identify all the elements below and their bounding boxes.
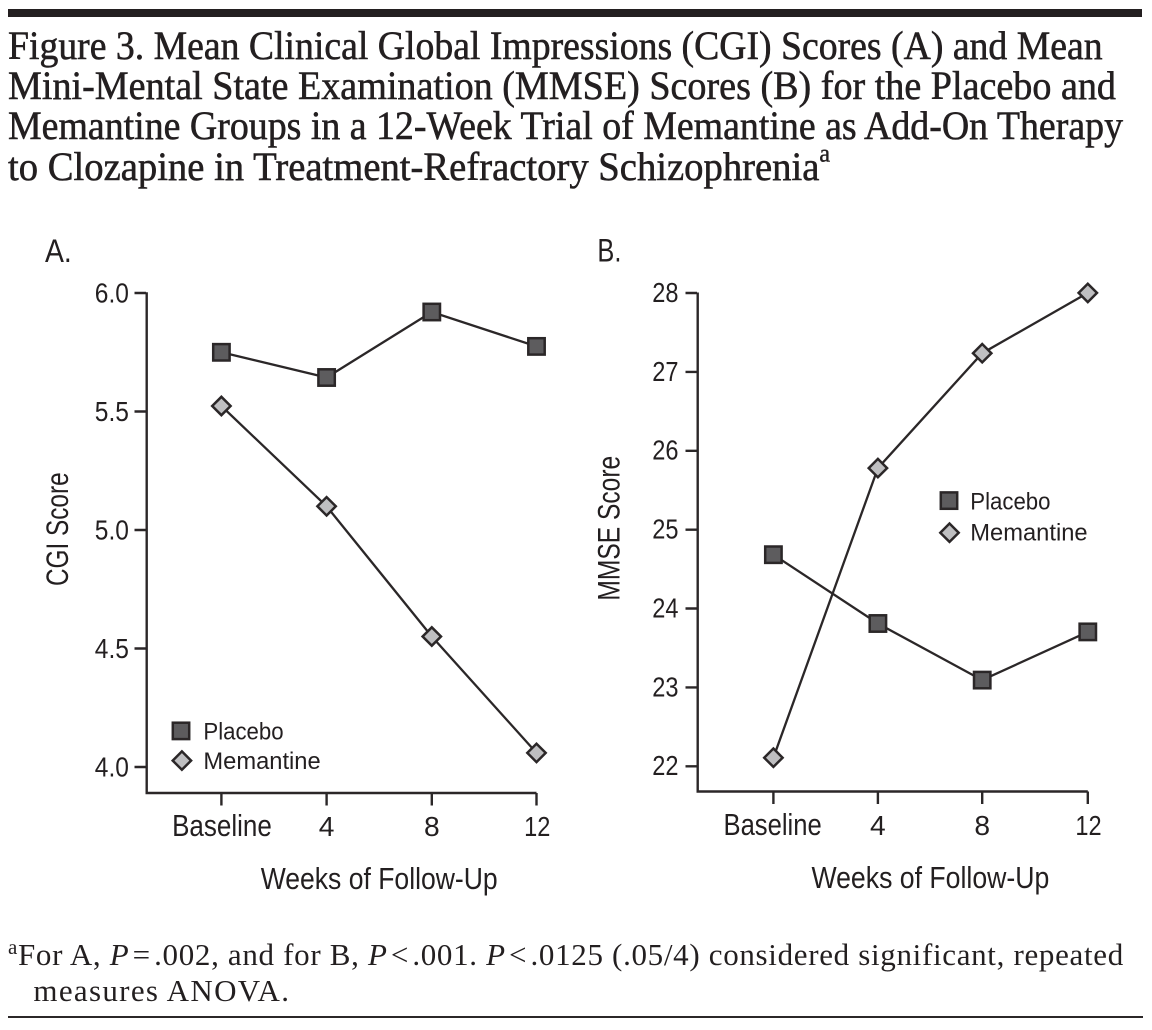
- svg-text:A.: A.: [45, 232, 72, 269]
- svg-text:Baseline: Baseline: [724, 809, 822, 842]
- svg-text:6.0: 6.0: [95, 276, 129, 308]
- svg-text:8: 8: [974, 809, 990, 841]
- svg-text:CGI Score: CGI Score: [39, 472, 75, 586]
- svg-text:4.0: 4.0: [95, 750, 129, 782]
- svg-text:12: 12: [1075, 809, 1101, 841]
- svg-text:Baseline: Baseline: [172, 810, 272, 843]
- svg-text:4.5: 4.5: [95, 632, 129, 664]
- svg-text:Weeks of Follow-Up: Weeks of Follow-Up: [811, 860, 1049, 895]
- svg-text:Weeks of Follow-Up: Weeks of Follow-Up: [261, 861, 498, 896]
- svg-text:Memantine: Memantine: [970, 521, 1087, 547]
- svg-text:24: 24: [652, 591, 678, 623]
- svg-text:4: 4: [319, 810, 335, 842]
- svg-text:26: 26: [652, 434, 678, 466]
- svg-text:Placebo: Placebo: [970, 489, 1050, 515]
- svg-text:4: 4: [870, 809, 886, 841]
- svg-text:5.5: 5.5: [95, 395, 129, 427]
- svg-text:12: 12: [524, 810, 550, 842]
- svg-text:5.0: 5.0: [95, 513, 129, 545]
- svg-text:23: 23: [652, 670, 678, 702]
- svg-text:Placebo: Placebo: [203, 720, 283, 746]
- svg-text:8: 8: [424, 810, 440, 842]
- svg-text:Memantine: Memantine: [203, 749, 320, 775]
- svg-text:27: 27: [652, 355, 678, 387]
- svg-text:25: 25: [652, 513, 678, 545]
- svg-text:28: 28: [652, 276, 678, 308]
- svg-text:22: 22: [652, 749, 678, 781]
- svg-text:MMSE Score: MMSE Score: [591, 456, 627, 601]
- svg-text:B.: B.: [597, 232, 621, 269]
